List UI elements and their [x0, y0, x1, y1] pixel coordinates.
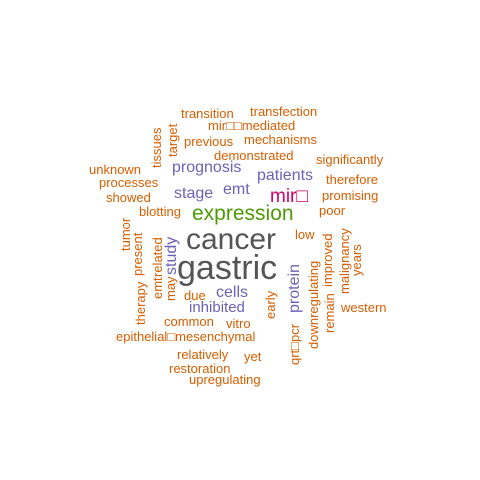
word-expression: expression: [192, 202, 294, 225]
word-blotting: blotting: [139, 204, 181, 219]
word-common: common: [164, 314, 214, 329]
word-related: related: [150, 237, 165, 277]
word-showed: showed: [106, 190, 151, 205]
word-tissues: tissues: [149, 127, 164, 168]
word-protein: protein: [286, 264, 303, 313]
word-present: present: [130, 232, 145, 276]
word-emt: emt: [223, 181, 250, 198]
word-processes: processes: [99, 175, 159, 190]
word-cells: cells: [216, 284, 249, 301]
word-stage: stage: [174, 185, 214, 202]
word-cancer: cancer: [186, 223, 277, 256]
word-mir-mediated: mir□□mediated: [208, 118, 296, 133]
word-restoration: restoration: [169, 361, 231, 376]
word-western: western: [341, 300, 387, 315]
word-due: due: [184, 288, 206, 303]
word-target: target: [165, 123, 180, 157]
word-qrt-pcr: qrt□pcr: [287, 323, 302, 365]
word-inhibited: inhibited: [189, 299, 245, 316]
word-unknown: unknown: [89, 162, 142, 177]
word-epithelial-mesenchymal: epithelial□mesenchymal: [116, 329, 256, 344]
word-relatively: relatively: [177, 347, 229, 362]
word-transfection: transfection: [250, 104, 318, 119]
word-demonstrated: demonstrated: [214, 148, 294, 163]
word-gastric: gastric: [177, 249, 278, 287]
word-downregulating: downregulating: [306, 260, 321, 349]
word-prognosis: prognosis: [172, 159, 242, 176]
word-mechanisms: mechanisms: [244, 132, 317, 147]
word-significantly: significantly: [316, 152, 384, 167]
word-therefore: therefore: [326, 172, 379, 187]
word-poor: poor: [319, 203, 346, 218]
word-mir: mir□: [270, 186, 308, 207]
word-upregulating: upregulating: [189, 372, 261, 387]
word-improved: improved: [320, 233, 335, 287]
word-vitro: vitro: [226, 316, 251, 331]
word-low: low: [295, 227, 315, 242]
word-yet: yet: [244, 349, 262, 364]
word-previous: previous: [184, 134, 234, 149]
word-years: years: [349, 244, 364, 276]
word-therapy: therapy: [133, 281, 148, 325]
word-remain: remain: [322, 293, 337, 333]
word-may: may: [163, 276, 178, 301]
word-patients: patients: [257, 167, 314, 184]
word-transition: transition: [181, 106, 234, 121]
word-promising: promising: [322, 188, 379, 203]
word-study: study: [163, 236, 180, 275]
word-early: early: [263, 290, 278, 319]
